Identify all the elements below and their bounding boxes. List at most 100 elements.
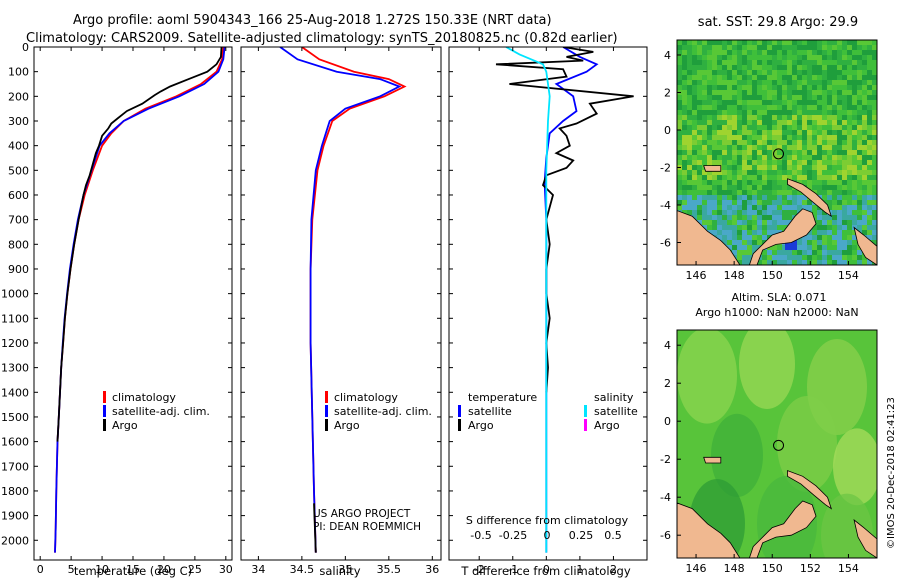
sst-cell — [707, 60, 712, 65]
sst-cell — [782, 75, 787, 80]
x-tick-label: 0 — [543, 563, 550, 576]
sst-cell — [802, 110, 807, 115]
sst-cell — [827, 150, 832, 155]
sst-cell — [682, 195, 687, 200]
sst-cell — [822, 245, 827, 250]
sst-cell — [732, 115, 737, 120]
sst-cell — [717, 230, 722, 235]
sst-cell — [802, 45, 807, 50]
sst-cell — [682, 125, 687, 130]
sst-cell — [712, 220, 717, 225]
sst-cell — [687, 100, 692, 105]
land-mass — [748, 500, 817, 558]
sst-cell — [842, 85, 847, 90]
sst-cell — [782, 125, 787, 130]
sst-cell — [787, 40, 792, 45]
sst-cell — [847, 180, 852, 185]
sst-cell — [837, 215, 842, 220]
sst-cell — [692, 165, 697, 170]
sst-cell — [737, 55, 742, 60]
sst-cell — [822, 190, 827, 195]
sst-cell — [772, 260, 777, 265]
sst-cell — [757, 60, 762, 65]
sst-cell — [682, 160, 687, 165]
sst-cell — [702, 105, 707, 110]
sst-cell — [722, 85, 727, 90]
sst-cell — [857, 260, 862, 265]
y-tick-label: 800 — [8, 238, 29, 251]
sst-cell — [747, 75, 752, 80]
sst-cell — [797, 80, 802, 85]
map-x-tick-label: 150 — [762, 562, 783, 575]
sst-cell — [857, 225, 862, 230]
sst-cell — [677, 170, 682, 175]
sst-cell — [702, 55, 707, 60]
sst-cell — [837, 150, 842, 155]
sst-cell — [732, 90, 737, 95]
sst-cell — [842, 210, 847, 215]
sst-cell — [727, 175, 732, 180]
sst-cell — [817, 215, 822, 220]
x-tick-label: 10 — [95, 563, 109, 576]
sst-cell — [807, 105, 812, 110]
sst-cell — [792, 195, 797, 200]
sst-cell — [697, 75, 702, 80]
sst-cell — [797, 240, 802, 245]
sst-cell — [812, 245, 817, 250]
sst-cell — [722, 175, 727, 180]
sst-cell — [797, 180, 802, 185]
sst-cell — [702, 95, 707, 100]
sst-cell — [807, 240, 812, 245]
sst-cell — [717, 175, 722, 180]
sst-cell — [702, 110, 707, 115]
sst-cell — [722, 55, 727, 60]
sst-cell — [797, 85, 802, 90]
sst-cell — [732, 100, 737, 105]
sst-cell — [717, 45, 722, 50]
sst-cell — [827, 125, 832, 130]
sst-cell — [787, 140, 792, 145]
sst-cell — [832, 125, 837, 130]
sst-cell — [787, 150, 792, 155]
sst-cell — [817, 75, 822, 80]
sst-cell — [722, 100, 727, 105]
sst-cell — [722, 190, 727, 195]
sst-cell — [867, 60, 872, 65]
sst-cell — [707, 80, 712, 85]
sst-cell — [702, 140, 707, 145]
sst-cell — [762, 80, 767, 85]
sst-cell — [747, 65, 752, 70]
sst-cell — [757, 135, 762, 140]
sst-cell — [787, 60, 792, 65]
sst-cell — [687, 210, 692, 215]
sst-cell — [812, 115, 817, 120]
sst-cell — [842, 135, 847, 140]
sst-cell — [797, 170, 802, 175]
sst-cell — [827, 90, 832, 95]
sst-cell — [837, 95, 842, 100]
sst-cell — [837, 55, 842, 60]
sst-cell — [862, 100, 867, 105]
sst-cell — [727, 60, 732, 65]
sst-cell — [792, 85, 797, 90]
sst-cell — [717, 130, 722, 135]
sst-cell — [772, 145, 777, 150]
sst-cell — [847, 215, 852, 220]
sst-cell — [807, 235, 812, 240]
sst-cell — [872, 210, 877, 215]
sst-cell — [872, 130, 877, 135]
sst-cell — [797, 50, 802, 55]
sst-cell — [817, 255, 822, 260]
sst-cell — [862, 45, 867, 50]
sst-cell — [677, 45, 682, 50]
sst-cell — [702, 195, 707, 200]
sst-cell — [832, 55, 837, 60]
sst-cell — [837, 120, 842, 125]
sst-cell — [842, 95, 847, 100]
sst-cell — [727, 155, 732, 160]
sst-cell — [872, 230, 877, 235]
sst-cell — [757, 165, 762, 170]
sst-cell — [812, 95, 817, 100]
sst-cell — [722, 50, 727, 55]
sst-cell — [787, 185, 792, 190]
